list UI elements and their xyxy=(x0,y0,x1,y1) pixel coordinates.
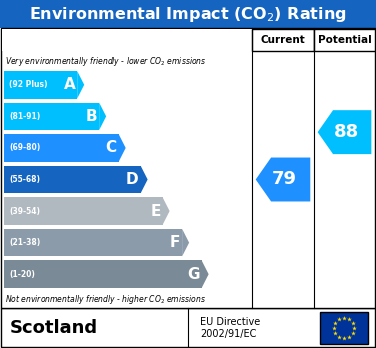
Bar xyxy=(4,71,77,98)
Text: EU Directive
2002/91/EC: EU Directive 2002/91/EC xyxy=(200,317,260,339)
Text: B: B xyxy=(85,109,97,124)
Bar xyxy=(252,29,314,51)
Bar xyxy=(4,229,182,256)
Bar xyxy=(0,0,376,28)
Bar xyxy=(1,308,375,347)
Text: Scotland: Scotland xyxy=(10,319,98,337)
Text: (81-91): (81-91) xyxy=(9,112,40,121)
Bar xyxy=(1,28,375,308)
Text: (21-38): (21-38) xyxy=(9,238,40,247)
Text: Very environmentally friendly - lower CO$_2$ emissions: Very environmentally friendly - lower CO… xyxy=(5,55,206,69)
Text: (55-68): (55-68) xyxy=(9,175,40,184)
Polygon shape xyxy=(162,197,170,225)
Bar xyxy=(4,261,202,288)
Bar xyxy=(4,197,162,225)
Polygon shape xyxy=(99,103,106,130)
Polygon shape xyxy=(119,134,126,162)
Polygon shape xyxy=(318,110,371,154)
Polygon shape xyxy=(256,158,310,201)
Polygon shape xyxy=(141,166,148,193)
Text: (69-80): (69-80) xyxy=(9,143,40,152)
Text: G: G xyxy=(187,267,200,282)
Bar xyxy=(314,29,375,51)
Text: Potential: Potential xyxy=(318,35,371,45)
Bar xyxy=(320,312,368,344)
Text: F: F xyxy=(170,235,180,250)
Polygon shape xyxy=(182,229,189,256)
Text: C: C xyxy=(106,141,117,156)
Bar xyxy=(4,166,141,193)
Polygon shape xyxy=(202,261,209,288)
Polygon shape xyxy=(77,71,84,98)
Bar xyxy=(4,134,119,162)
Text: D: D xyxy=(126,172,139,187)
Text: 79: 79 xyxy=(272,171,297,189)
Text: Not environmentally friendly - higher CO$_2$ emissions: Not environmentally friendly - higher CO… xyxy=(5,293,206,306)
Text: Current: Current xyxy=(261,35,305,45)
Text: (39-54): (39-54) xyxy=(9,207,40,215)
Text: (1-20): (1-20) xyxy=(9,270,35,279)
Text: A: A xyxy=(64,77,75,92)
Text: E: E xyxy=(150,204,161,219)
Text: (92 Plus): (92 Plus) xyxy=(9,80,47,89)
Text: 88: 88 xyxy=(334,123,359,141)
Bar xyxy=(4,103,99,130)
Text: Environmental Impact (CO$_2$) Rating: Environmental Impact (CO$_2$) Rating xyxy=(29,5,347,24)
Bar xyxy=(2,29,252,51)
